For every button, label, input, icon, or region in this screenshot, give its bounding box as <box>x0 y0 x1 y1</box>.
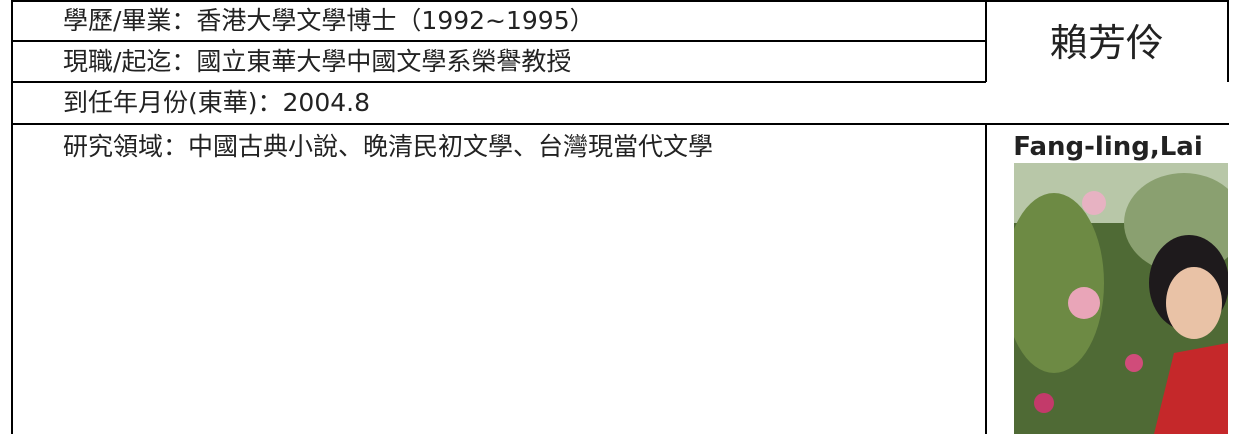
start-date: 到任年月份(東華)：2004.8 <box>11 81 986 124</box>
photo-cell: Fang-ling,Lai <box>985 123 1229 434</box>
education: 學歷/畢業：香港大學文學博士（1992~1995） <box>11 0 986 41</box>
name-zh: 賴芳伶 <box>985 0 1229 82</box>
photo <box>1014 163 1228 434</box>
name-en: Fang-ling,Lai <box>1013 132 1203 162</box>
research: 研究領域：中國古典小說、晚清民初文學、台灣現當代文學 <box>11 123 986 434</box>
position: 現職/起迄：國立東華大學中國文學系榮譽教授 <box>11 40 986 82</box>
